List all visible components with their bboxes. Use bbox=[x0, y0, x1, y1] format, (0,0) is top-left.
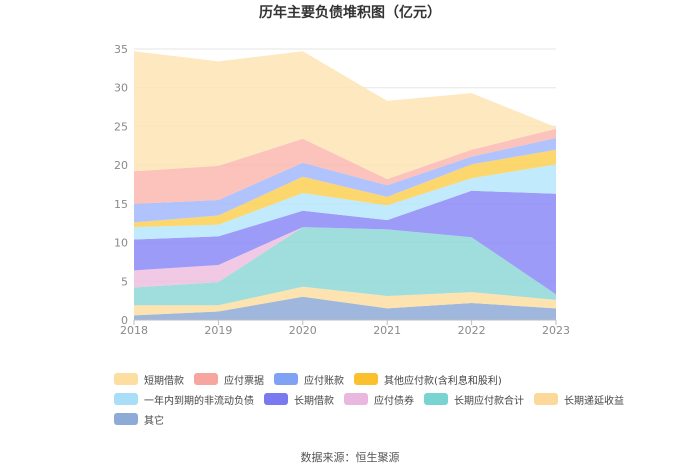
area-series-2 bbox=[134, 227, 556, 306]
x-tick-label: 2020 bbox=[289, 324, 317, 337]
area-series-1 bbox=[134, 286, 556, 316]
x-tick-label: 2021 bbox=[373, 324, 401, 337]
legend-swatch bbox=[274, 373, 298, 385]
area-series-7 bbox=[134, 138, 556, 223]
legend-label: 一年内到期的非流动负债 bbox=[144, 395, 254, 407]
y-tick-label: 15 bbox=[114, 198, 128, 211]
legend-label: 长期递延收益 bbox=[564, 395, 624, 407]
legend-item[interactable]: 其他应付款(含利息和股利) bbox=[354, 369, 502, 389]
y-tick-label: 20 bbox=[114, 159, 128, 172]
legend-label: 其它 bbox=[144, 415, 164, 427]
legend-label: 短期借款 bbox=[144, 375, 184, 387]
legend-label: 应付账款 bbox=[304, 375, 344, 387]
y-tick-label: 0 bbox=[121, 314, 128, 327]
x-tick-label: 2022 bbox=[458, 324, 486, 337]
legend-swatch bbox=[354, 373, 378, 385]
data-source: 数据来源：恒生聚源 bbox=[300, 451, 400, 464]
legend-item[interactable]: 应付账款 bbox=[274, 369, 344, 389]
legend-item[interactable]: 一年内到期的非流动负债 bbox=[114, 389, 254, 409]
area-series-4 bbox=[134, 190, 556, 295]
legend-item[interactable]: 长期递延收益 bbox=[534, 389, 624, 409]
x-tick-label: 2018 bbox=[120, 324, 148, 337]
area-series-9 bbox=[134, 51, 556, 180]
y-tick-label: 30 bbox=[114, 82, 128, 95]
legend-swatch bbox=[194, 373, 218, 385]
legend-item[interactable]: 长期借款 bbox=[264, 389, 334, 409]
legend-swatch bbox=[114, 393, 138, 405]
y-tick-label: 10 bbox=[114, 237, 128, 250]
legend-label: 应付债券 bbox=[374, 395, 414, 407]
x-tick-label: 2023 bbox=[542, 324, 570, 337]
legend: 短期借款 应付票据 应付账款 其他应付款(含利息和股利) 一年内到期的非流动负债 长期借款… bbox=[114, 369, 634, 429]
x-tick-label: 2019 bbox=[204, 324, 232, 337]
area-series-8 bbox=[134, 128, 556, 204]
area-series-0 bbox=[134, 296, 556, 320]
legend-label: 长期借款 bbox=[294, 395, 334, 407]
y-tick-label: 35 bbox=[114, 43, 128, 56]
legend-label: 应付票据 bbox=[224, 375, 264, 387]
legend-label: 长期应付款合计 bbox=[454, 395, 524, 407]
legend-label: 其他应付款(含利息和股利) bbox=[384, 375, 502, 387]
legend-swatch bbox=[424, 393, 448, 405]
legend-swatch bbox=[344, 393, 368, 405]
area-series bbox=[134, 51, 556, 320]
legend-item[interactable]: 应付债券 bbox=[344, 389, 414, 409]
axes: 0 5 10 15 20 25 30 35 2018 2019 2020 2021 2022 2023 bbox=[114, 43, 570, 337]
legend-swatch bbox=[114, 413, 138, 425]
area-series-5 bbox=[134, 164, 556, 240]
legend-item[interactable]: 应付票据 bbox=[194, 369, 264, 389]
legend-swatch bbox=[534, 393, 558, 405]
legend-swatch bbox=[264, 393, 288, 405]
y-tick-label: 25 bbox=[114, 120, 128, 133]
chart-title: 历年主要负债堆积图（亿元） bbox=[259, 4, 441, 21]
legend-swatch bbox=[114, 373, 138, 385]
legend-item[interactable]: 短期借款 bbox=[114, 369, 184, 389]
legend-item[interactable]: 其它 bbox=[114, 409, 164, 429]
area-series-6 bbox=[134, 149, 556, 228]
y-tick-label: 5 bbox=[121, 275, 128, 288]
legend-item[interactable]: 长期应付款合计 bbox=[424, 389, 524, 409]
